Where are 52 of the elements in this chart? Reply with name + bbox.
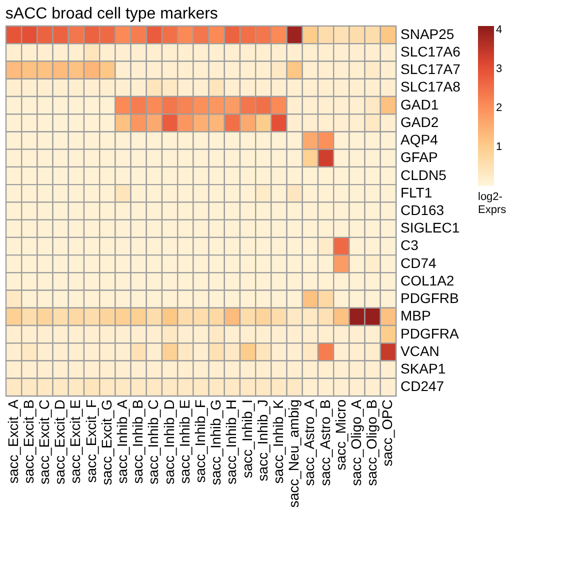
x-tick-label: sacc_Excit_E	[67, 400, 84, 484]
chart-title: sACC broad cell type markers	[5, 5, 218, 22]
y-tick-label: GAD1	[400, 96, 439, 112]
y-tick-label: SLC17A8	[400, 78, 461, 95]
x-tick-label: sacc_Inhib_I	[238, 400, 255, 478]
x-tick-label: sacc_Excit_B	[20, 400, 36, 484]
x-tick-label: sacc_Excit_A	[4, 398, 21, 484]
x-tick-label: sacc_Inhib_H	[223, 400, 240, 484]
y-tick-label: SLC17A6	[400, 43, 461, 60]
y-tick-label: CD163	[400, 202, 444, 218]
y-tick-label: FLT1	[400, 184, 432, 200]
y-tick-label: SNAP25	[400, 26, 454, 42]
color-bar-label: 4	[496, 24, 502, 36]
x-tick-label: sacc_Excit_D	[52, 400, 68, 484]
color-bar-label: 1	[496, 140, 502, 153]
y-tick-label: SIGLEC1	[400, 220, 460, 236]
x-tick-label: sacc_OPC	[379, 400, 396, 466]
y-tick-label: CLDN5	[400, 166, 447, 183]
x-tick-label: sacc_Inhib_J	[254, 400, 270, 482]
y-tick-label: PDGFRA	[400, 325, 460, 342]
x-tick-label: sacc_Inhib_K	[270, 398, 286, 484]
y-tick-label: AQP4	[400, 132, 438, 148]
x-tick-label: sacc_Excit_C	[36, 400, 52, 484]
color-bar-title: log2-Exprs	[478, 191, 507, 216]
y-tick-label: C3	[400, 237, 419, 254]
x-tick-label: sacc_Inhib_B	[130, 400, 146, 484]
color-bar-label: 3	[496, 62, 502, 75]
y-tick-label: PDGFRB	[400, 290, 459, 306]
y-tick-label: MBP	[400, 308, 431, 324]
x-tick-label: sacc_Excit_G	[98, 400, 114, 486]
x-tick-label: sacc_Excit_F	[82, 400, 99, 483]
x-tick-label: sacc_Inhib_G	[208, 400, 224, 486]
x-tick-label: sacc_Astro_A	[301, 398, 318, 486]
y-tick-label: SKAP1	[400, 360, 446, 377]
x-tick-label: sacc_Inhib_A	[114, 398, 130, 484]
y-tick-label: GAD2	[400, 114, 439, 130]
x-tick-label: sacc_Astro_B	[316, 400, 333, 486]
y-tick-label: GFAP	[400, 149, 438, 166]
x-tick-label: sacc_Neu_ambig	[286, 400, 302, 508]
x-tick-label: sacc_Micro	[332, 399, 348, 470]
color-bar-label: 2	[496, 102, 502, 114]
x-tick-label: sacc_Oligo_A	[348, 398, 364, 486]
x-tick-label: sacc_Inhib_F	[192, 400, 208, 483]
x-tick-label: sacc_Inhib_D	[160, 400, 177, 484]
y-tick-label: COL1A2	[400, 272, 454, 288]
y-tick-label: CD247	[400, 378, 444, 394]
y-tick-label: CD74	[400, 254, 437, 271]
x-tick-label: sacc_Oligo_B	[364, 400, 380, 486]
x-tick-label: sacc_Inhib_C	[145, 400, 162, 484]
y-tick-label: SLC17A7	[400, 61, 461, 78]
x-tick-label: sacc_Inhib_E	[176, 400, 192, 484]
y-tick-label: VCAN	[400, 342, 440, 359]
